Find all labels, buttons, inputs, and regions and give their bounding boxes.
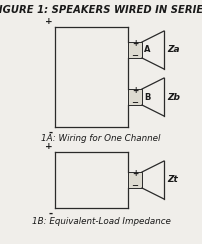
Text: FIGURE 1: SPEAKERS WIRED IN SERIES: FIGURE 1: SPEAKERS WIRED IN SERIES <box>0 5 202 15</box>
Text: Za: Za <box>166 45 179 54</box>
Text: +: + <box>131 86 137 95</box>
Text: +: + <box>131 169 137 178</box>
Text: -: - <box>48 209 53 219</box>
Bar <box>127 172 141 188</box>
Text: +: + <box>45 17 53 26</box>
Text: A: A <box>143 45 150 54</box>
Text: +: + <box>131 39 137 48</box>
Text: −: − <box>131 51 138 60</box>
Text: 1B: Equivalent-Load Impedance: 1B: Equivalent-Load Impedance <box>31 217 170 226</box>
Text: 1A: Wiring for One Channel: 1A: Wiring for One Channel <box>41 134 160 143</box>
Text: -: - <box>48 128 53 138</box>
Bar <box>127 42 141 58</box>
Text: −: − <box>131 98 138 107</box>
Text: Zb: Zb <box>166 92 179 102</box>
Text: +: + <box>45 142 53 151</box>
Bar <box>127 89 141 105</box>
Text: Zt: Zt <box>166 175 177 184</box>
Text: −: − <box>131 181 138 190</box>
Text: B: B <box>143 92 150 102</box>
